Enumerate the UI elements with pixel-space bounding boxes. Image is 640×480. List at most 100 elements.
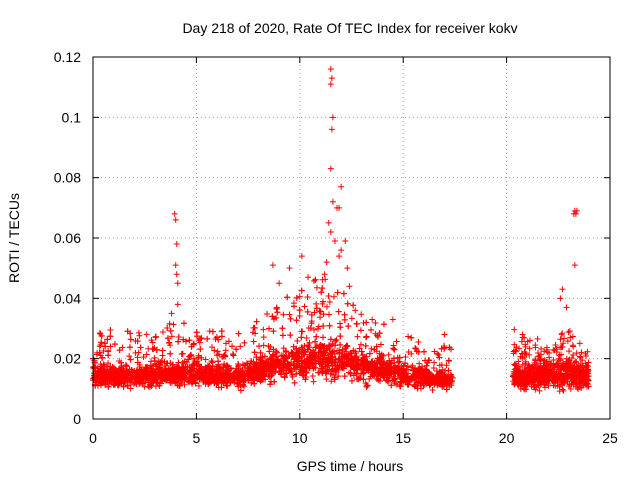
data-point [321,271,328,278]
data-point [565,383,572,390]
data-point [253,360,260,367]
data-point [299,346,306,353]
data-point [342,343,349,350]
data-point [322,276,329,283]
data-point [376,378,383,385]
data-point [526,375,533,382]
data-point [563,304,570,311]
data-point [313,333,320,340]
data-point [522,341,529,348]
data-point [302,349,309,356]
data-point [124,382,131,389]
data-point [516,345,523,352]
y-tick-label: 0.06 [54,230,81,246]
data-point [319,351,326,358]
data-point [336,347,343,354]
data-point [311,353,318,360]
data-point [423,362,430,369]
data-point [285,363,292,370]
data-point [445,367,452,374]
data-point [350,302,357,309]
data-point [393,338,400,345]
data-point [134,354,141,361]
data-point [317,360,324,367]
data-point [580,382,587,389]
data-point [97,331,104,338]
data-point [126,366,133,373]
data-point [329,198,336,205]
data-point [137,375,144,382]
data-point [281,361,288,368]
data-point [567,334,574,341]
data-point [293,370,300,377]
data-point [298,253,305,260]
data-point [363,334,370,341]
data-point [326,311,333,318]
data-point [272,353,279,360]
data-point [172,380,179,387]
data-point [140,353,147,360]
data-point [264,363,271,370]
data-point [404,363,411,370]
data-point [175,334,182,341]
data-point [149,379,156,386]
data-point [357,357,364,364]
data-point [405,333,412,340]
data-point [163,377,170,384]
data-point [529,370,536,377]
x-tick-label: 20 [499,430,515,446]
data-point [377,354,384,361]
data-point [561,335,568,342]
data-point [581,369,588,376]
data-point [564,338,571,345]
data-point [413,348,420,355]
data-point [116,347,123,354]
data-point [532,386,539,393]
data-point [314,325,321,332]
data-point [376,355,383,362]
data-point [132,349,139,356]
data-point [373,343,380,350]
data-point [289,349,296,356]
data-point [144,371,151,378]
data-point [298,334,305,341]
data-point [338,183,345,190]
data-point [266,348,273,355]
data-point [576,353,583,360]
data-point [340,290,347,297]
data-point [329,353,336,360]
data-point [250,338,257,345]
data-point [328,378,335,385]
data-point [345,323,352,330]
data-point [270,316,277,323]
data-point [536,387,543,394]
data-point [219,377,226,384]
data-point [421,348,428,355]
data-point [538,345,545,352]
data-point [260,334,267,341]
data-point [205,365,212,372]
data-point [127,336,134,343]
data-point [574,366,581,373]
data-point [579,357,586,364]
data-point [175,338,182,345]
data-point [374,333,381,340]
data-point [290,356,297,363]
data-point [94,382,101,389]
data-point [218,333,225,340]
data-point [541,384,548,391]
data-point [570,343,577,350]
data-point [566,348,573,355]
data-point [261,353,268,360]
data-point [98,339,105,346]
data-point [278,365,285,372]
data-point [331,359,338,366]
data-point [535,365,542,372]
data-point [512,347,519,354]
data-point [127,330,134,337]
data-point [570,352,577,359]
data-point [260,342,267,349]
data-point [391,346,398,353]
data-point [278,371,285,378]
data-point [530,381,537,388]
